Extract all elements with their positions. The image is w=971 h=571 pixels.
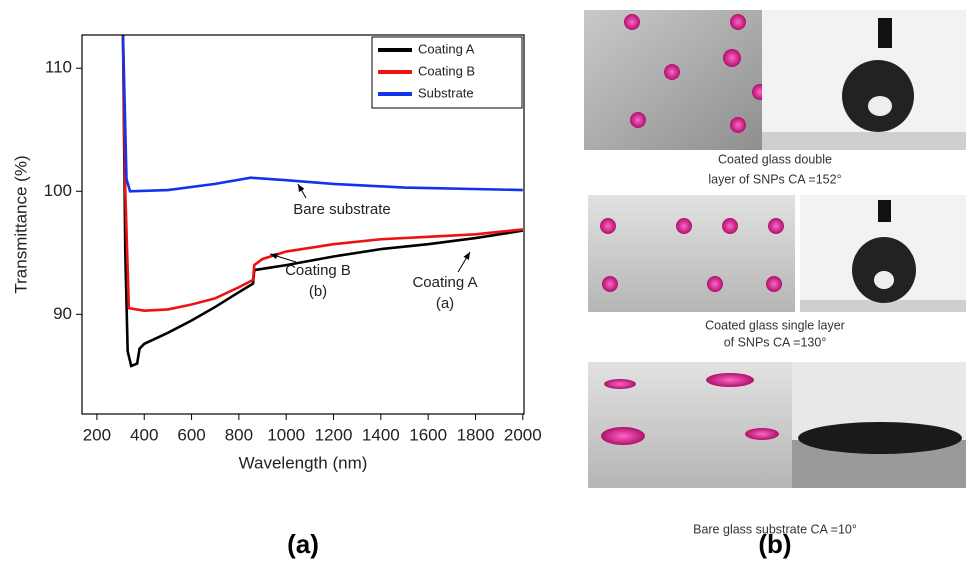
droplet bbox=[852, 237, 916, 303]
photo bbox=[588, 195, 795, 312]
x-axis-title: Wavelength (nm) bbox=[239, 453, 368, 472]
photo-caption: Coated glass double bbox=[718, 152, 832, 166]
y-tick-label: 110 bbox=[45, 58, 72, 77]
annotation: Coating A bbox=[412, 274, 477, 291]
x-tick-label: 1800 bbox=[457, 425, 495, 444]
legend-label: Coating B bbox=[418, 63, 475, 78]
needle bbox=[878, 200, 891, 222]
highlight bbox=[868, 96, 892, 116]
y-axis-title: Transmittance (%) bbox=[11, 155, 30, 293]
x-tick-label: 200 bbox=[83, 425, 111, 444]
y-tick-label: 90 bbox=[53, 304, 72, 323]
arrow-head bbox=[464, 252, 470, 260]
needle bbox=[878, 18, 892, 48]
droplet bbox=[842, 60, 914, 132]
x-tick-label: 400 bbox=[130, 425, 158, 444]
x-tick-label: 1400 bbox=[362, 425, 400, 444]
annotation: Bare substrate bbox=[293, 201, 391, 218]
x-tick-label: 1200 bbox=[315, 425, 353, 444]
panel-label: (b) bbox=[758, 529, 791, 559]
surface bbox=[762, 132, 966, 150]
photo-panel bbox=[584, 10, 966, 488]
x-tick-label: 1000 bbox=[267, 425, 305, 444]
x-tick-label: 1600 bbox=[409, 425, 447, 444]
highlight bbox=[874, 271, 894, 289]
photo-caption: Coated glass single layer bbox=[705, 318, 845, 332]
line-chart: 200 400 600 800 1000 1200 1400 1600 1800 2000 90 10… bbox=[11, 31, 541, 472]
legend-label: Coating A bbox=[418, 41, 475, 56]
x-tick-label: 2000 bbox=[504, 425, 542, 444]
legend-label: Substrate bbox=[418, 85, 474, 100]
arrow-head bbox=[298, 184, 304, 192]
photo-caption: of SNPs CA =130° bbox=[724, 335, 827, 349]
x-tick-label: 600 bbox=[177, 425, 205, 444]
panel-label: (a) bbox=[287, 529, 319, 559]
annotation: Coating B bbox=[285, 262, 351, 279]
y-tick-label: 100 bbox=[44, 181, 72, 200]
annotation: (b) bbox=[309, 283, 327, 300]
annotation: (a) bbox=[436, 295, 454, 312]
photo-caption: layer of SNPs CA =152° bbox=[708, 172, 841, 186]
droplet bbox=[798, 422, 962, 454]
x-tick-label: 800 bbox=[225, 425, 253, 444]
figure: 200 400 600 800 1000 1200 1400 1600 1800 2000 90 10… bbox=[0, 0, 971, 566]
